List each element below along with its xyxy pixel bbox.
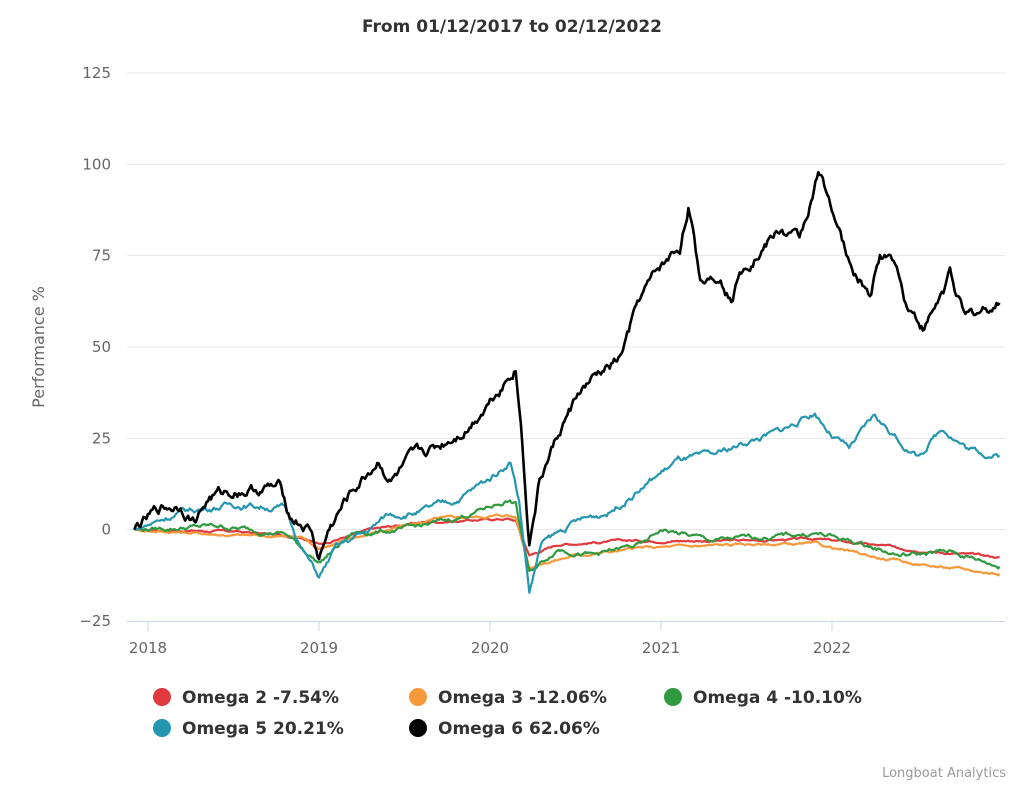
series-lines <box>133 170 1001 594</box>
legend-item[interactable]: Omega 5 20.21% <box>153 719 344 739</box>
legend: Omega 2 -7.54% Omega 3 -12.06% Omega 4 -10… <box>153 688 862 739</box>
legend-item[interactable]: Omega 6 62.06% <box>409 719 600 739</box>
y-tick-label: 125 <box>82 64 111 82</box>
y-axis-title: Performance % <box>29 286 48 408</box>
legend-marker-icon <box>409 688 427 706</box>
legend-marker-icon <box>153 719 171 737</box>
legend-marker-icon <box>409 719 427 737</box>
y-tick-label: 100 <box>82 155 111 173</box>
y-tick-label: 25 <box>92 429 111 447</box>
y-axis-labels: −25 0 25 50 75 100 125 <box>79 64 111 630</box>
legend-label: Omega 2 -7.54% <box>182 688 339 708</box>
y-tick-label: 0 <box>101 521 111 539</box>
series-line-omega-6 <box>133 170 1001 561</box>
x-tick-label: 2018 <box>129 639 167 657</box>
gridlines <box>127 72 1005 631</box>
x-tick-label: 2020 <box>471 639 509 657</box>
x-tick-label: 2021 <box>642 639 680 657</box>
series-line-omega-3 <box>134 513 1001 577</box>
legend-label: Omega 4 -10.10% <box>693 688 862 708</box>
x-tick-label: 2019 <box>300 639 338 657</box>
legend-label: Omega 3 -12.06% <box>438 688 607 708</box>
chart-title: From 01/12/2017 to 02/12/2022 <box>362 17 662 37</box>
series-line-omega-4 <box>133 499 1001 572</box>
legend-marker-icon <box>153 688 171 706</box>
legend-item[interactable]: Omega 3 -12.06% <box>409 688 607 708</box>
series-line-omega-5 <box>133 412 1001 594</box>
y-tick-label: −25 <box>79 612 111 630</box>
y-tick-label: 50 <box>92 338 111 356</box>
y-tick-label: 75 <box>92 247 111 265</box>
legend-label: Omega 5 20.21% <box>182 719 344 739</box>
legend-marker-icon <box>664 688 682 706</box>
credits-link[interactable]: Longboat Analytics <box>882 766 1006 781</box>
legend-item[interactable]: Omega 4 -10.10% <box>664 688 862 708</box>
legend-label: Omega 6 62.06% <box>438 719 600 739</box>
x-tick-label: 2022 <box>813 639 851 657</box>
legend-item[interactable]: Omega 2 -7.54% <box>153 688 339 708</box>
x-axis-labels: 2018 2019 2020 2021 2022 <box>129 639 851 657</box>
